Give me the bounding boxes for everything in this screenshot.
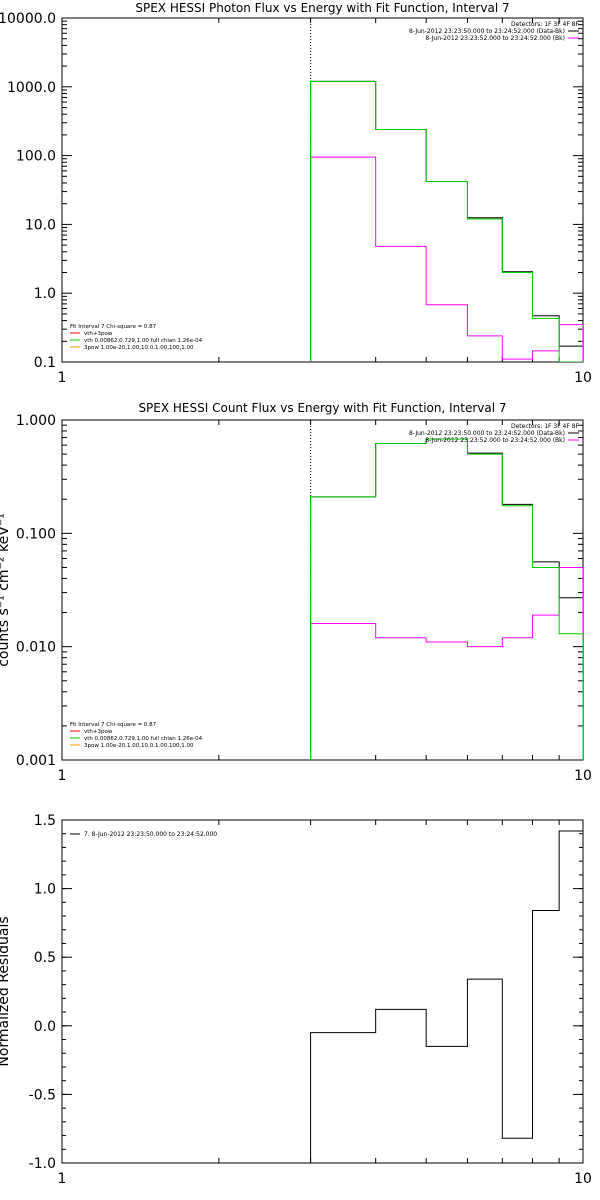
chart-panel-2: SPEX HESSI Count Flux vs Energy with Fit… [0, 401, 592, 784]
fit-legend-text: Fit Interval 7 Chi-square = 0.87 [70, 722, 157, 728]
fit-legend-text: vth 0.00862,0.729,1.00 full chian 1.26e-… [84, 338, 203, 344]
fit-legend-text: 7. 8-Jun-2012 23:23:50.000 to 23:24:52.0… [84, 831, 217, 838]
series-2-steps [310, 566, 583, 760]
y-tick-label: -0.5 [29, 1087, 56, 1103]
y-axis-label: counts s⁻¹ cm⁻² keV⁻¹ [0, 513, 12, 667]
data-layer [310, 830, 583, 1163]
header-legend-text: 8-Jun-2012 23:23:50.000 to 23:24:52.000 … [409, 430, 565, 437]
series-1-steps [310, 830, 583, 1163]
y-tick-label: 0.1 [34, 355, 56, 371]
header-legend-text: Detectors: 1F 3F 4F 8F [511, 423, 580, 430]
fit-legend-text: vth 0.00862,0.729,1.00 full chian 1.26e-… [84, 736, 203, 742]
series-1-steps [310, 80, 583, 362]
x-tick-label: 10 [574, 370, 592, 386]
fit-legend-text: vth+3pow [84, 729, 113, 735]
y-tick-label: -1.0 [29, 1156, 56, 1172]
y-tick-label: 10.0 [25, 217, 56, 233]
series-3-steps [310, 80, 583, 362]
x-tick-label: 1 [58, 1171, 67, 1187]
y-tick-label: 100.0 [16, 149, 56, 165]
y-tick-label: 0.010 [16, 640, 56, 656]
series-2-steps [310, 156, 583, 362]
y-tick-label: 0.001 [16, 753, 56, 769]
y-axis-label: Normalized Residuals [0, 916, 12, 1066]
data-layer [310, 18, 583, 362]
chart-title: SPEX HESSI Count Flux vs Energy with Fit… [138, 401, 506, 415]
header-legend-text: 8-Jun-2012 23:23:50.000 to 23:24:52.000 … [409, 28, 565, 35]
series-3-steps [310, 438, 583, 760]
header-legend-text: 8-Jun-2012 23:23:52.000 to 23:24:52.000 … [425, 437, 565, 444]
x-tick-label: 10 [574, 1171, 592, 1187]
series-1-steps [310, 438, 583, 760]
chart-title: SPEX HESSI Photon Flux vs Energy with Fi… [135, 1, 509, 15]
y-tick-label: 0.100 [16, 526, 56, 542]
x-tick-label: 1 [58, 370, 67, 386]
x-tick-label: 10 [574, 768, 592, 784]
axes-frame [61, 819, 584, 1164]
header-legend-text: Detectors: 1F 3F 4F 8F [511, 21, 580, 28]
y-tick-label: 10000.0 [0, 11, 56, 27]
y-tick-label: 1.0 [34, 882, 56, 898]
y-tick-label: 1.0 [34, 286, 56, 302]
y-tick-label: 1.000 [16, 413, 56, 429]
y-tick-label: 0.0 [34, 1019, 56, 1035]
fit-legend-text: vth+3pow [84, 331, 113, 337]
y-tick-label: 1.5 [34, 813, 56, 829]
fit-legend-text: 3pow 1.00e-20,1.00,10.0,1.00,100,1.00 [84, 345, 194, 351]
header-legend-text: 8-Jun-2012 23:23:52.000 to 23:24:52.000 … [425, 35, 565, 42]
x-tick-label: 1 [58, 768, 67, 784]
y-tick-label: 0.5 [34, 950, 56, 966]
chart-panel-3: Normalized Residuals 1 10 -1.0 -0.5 0.0 0.5 1.0… [0, 813, 592, 1187]
fit-legend-text: Fit Interval 7 Chi-square = 0.87 [70, 324, 157, 330]
axes-frame [61, 17, 584, 363]
y-tick-label: 1000.0 [7, 80, 56, 96]
axes-frame [61, 419, 584, 761]
fit-legend-text: 3pow 1.00e-20,1.00,10.0,1.00,100,1.00 [84, 743, 194, 749]
data-layer [310, 420, 583, 760]
chart-panel-1: SPEX HESSI Photon Flux vs Energy with Fi… [0, 1, 592, 386]
